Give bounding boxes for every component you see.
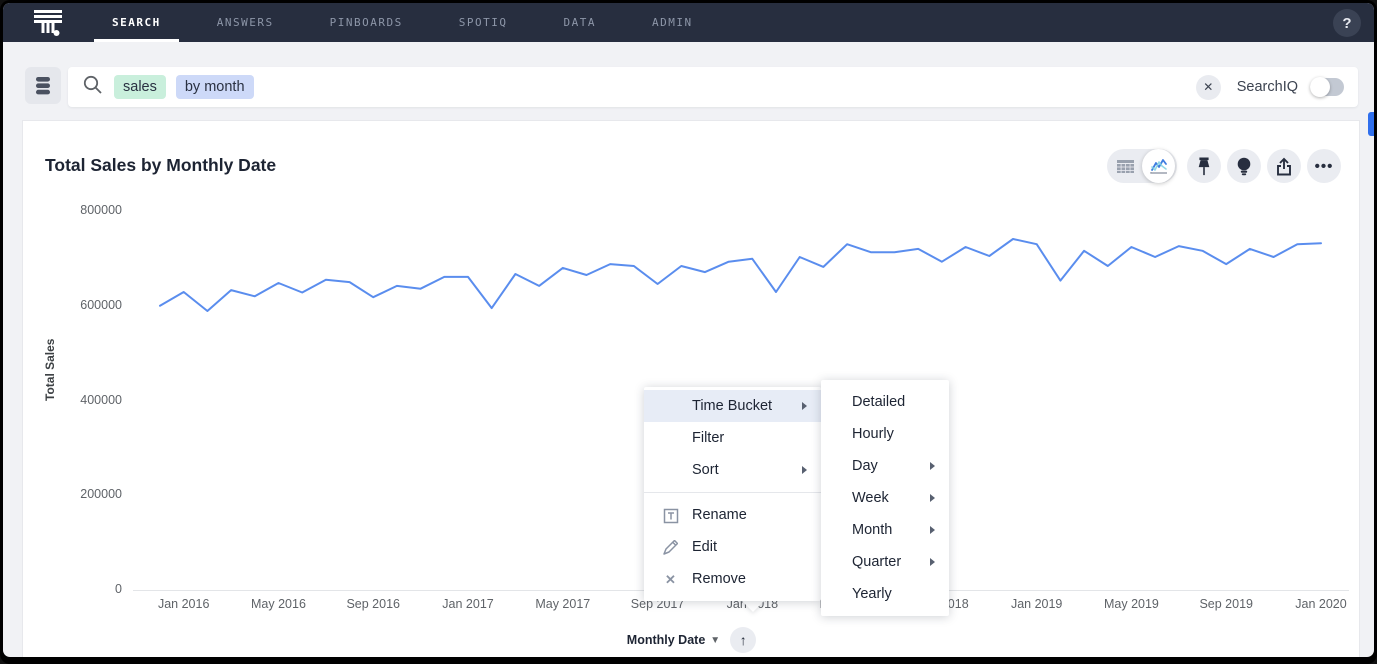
submenu-arrow-icon — [930, 526, 935, 534]
submenu-arrow-icon — [930, 462, 935, 470]
x-axis-column-label[interactable]: Monthly Date — [626, 633, 706, 647]
menu-item-remove[interactable]: ✕ Remove — [644, 563, 821, 595]
search-input[interactable]: sales by month ✕ SearchIQ — [68, 67, 1358, 107]
searchiq-label: SearchIQ — [1236, 79, 1298, 95]
pin-icon — [1198, 157, 1210, 175]
pin-button[interactable] — [1187, 149, 1221, 183]
tab-data[interactable]: DATA — [557, 3, 602, 42]
time-bucket-submenu: Detailed Hourly Day Week Month Quarter — [821, 380, 949, 616]
menu-item-label: Remove — [692, 571, 746, 587]
go-button-partial[interactable] — [1368, 112, 1374, 136]
rename-icon — [662, 507, 679, 524]
remove-icon: ✕ — [665, 571, 676, 587]
menu-item-label: Rename — [692, 507, 747, 523]
submenu-arrow-icon — [802, 466, 807, 474]
menu-item-time-bucket[interactable]: Time Bucket — [644, 390, 821, 422]
search-row: sales by month ✕ SearchIQ — [3, 42, 1374, 136]
searchiq-toggle[interactable] — [1310, 77, 1344, 97]
table-icon — [1117, 159, 1134, 173]
tab-spotiq[interactable]: SPOTIQ — [453, 3, 514, 42]
context-menu: Time Bucket Filter Sort Rename — [644, 387, 821, 601]
toggle-knob — [1310, 77, 1330, 97]
close-icon: ✕ — [1203, 80, 1214, 94]
menu-item-label: Time Bucket — [692, 398, 773, 414]
tab-data-label: DATA — [563, 16, 596, 29]
tab-admin[interactable]: ADMIN — [646, 3, 699, 42]
tab-answers[interactable]: ANSWERS — [211, 3, 280, 42]
menu-item-rename[interactable]: Rename — [644, 499, 821, 531]
menu-item-filter[interactable]: Filter — [644, 422, 821, 454]
submenu-item-quarter[interactable]: Quarter — [821, 546, 949, 578]
search-token-sales[interactable]: sales — [114, 75, 166, 99]
tab-pinboards[interactable]: PINBOARDS — [324, 3, 409, 42]
edit-icon — [662, 539, 679, 556]
tab-search[interactable]: SEARCH — [94, 3, 179, 42]
answer-title: Total Sales by Monthly Date — [45, 155, 277, 175]
submenu-item-hourly[interactable]: Hourly — [821, 418, 949, 450]
menu-item-label: Day — [852, 458, 878, 474]
chart-view-button[interactable] — [1142, 149, 1175, 183]
submenu-arrow-icon — [802, 402, 807, 410]
arrow-up-icon: ↑ — [739, 632, 747, 648]
menu-item-label: Week — [852, 490, 889, 506]
active-tab-indicator — [94, 39, 179, 42]
search-icon — [82, 74, 104, 101]
submenu-arrow-icon — [930, 494, 935, 502]
view-toggle — [1107, 149, 1177, 183]
menu-item-edit[interactable]: Edit — [644, 531, 821, 563]
thoughtspot-logo-icon[interactable] — [33, 9, 63, 37]
tab-search-label: SEARCH — [112, 16, 161, 29]
menu-item-label: Filter — [692, 430, 725, 446]
menu-item-label: Month — [852, 522, 893, 538]
context-menu-caret — [740, 599, 766, 612]
tab-spotiq-label: SPOTIQ — [458, 16, 508, 29]
table-view-button[interactable] — [1109, 149, 1142, 183]
search-bar-right: ✕ SearchIQ — [1195, 74, 1358, 100]
help-button[interactable]: ? — [1333, 9, 1361, 37]
share-icon — [1277, 157, 1291, 175]
menu-item-label: Yearly — [852, 586, 892, 602]
answer-toolbar: ••• — [1107, 149, 1341, 183]
x-axis-column-control: Monthly Date ▼ ↑ — [3, 627, 1374, 653]
nav-tabs: SEARCH ANSWERS PINBOARDS SPOTIQ DATA ADM… — [94, 3, 699, 42]
data-source-button[interactable] — [25, 67, 61, 104]
menu-item-sort[interactable]: Sort — [644, 454, 821, 486]
search-token-by-month[interactable]: by month — [175, 75, 254, 99]
submenu-arrow-icon — [930, 558, 935, 566]
menu-item-label: Sort — [692, 462, 719, 478]
question-mark-icon: ? — [1342, 14, 1352, 32]
tab-answers-label: ANSWERS — [216, 16, 274, 29]
tab-admin-label: ADMIN — [651, 16, 693, 29]
spotiq-insights-button[interactable] — [1227, 149, 1261, 183]
tab-pinboards-label: PINBOARDS — [329, 16, 403, 29]
ellipsis-icon: ••• — [1314, 157, 1334, 175]
menu-item-label: Detailed — [852, 394, 906, 410]
share-button[interactable] — [1267, 149, 1301, 183]
top-nav: SEARCH ANSWERS PINBOARDS SPOTIQ DATA ADM… — [3, 3, 1374, 42]
menu-item-label: Hourly — [852, 426, 894, 442]
axis-sort-button[interactable]: ↑ — [730, 627, 757, 653]
database-icon — [36, 76, 50, 94]
menu-item-label: Edit — [692, 539, 717, 555]
line-chart-icon — [1149, 159, 1167, 174]
lightbulb-icon — [1237, 157, 1251, 175]
submenu-item-month[interactable]: Month — [821, 514, 949, 546]
menu-item-label: Quarter — [852, 554, 902, 570]
submenu-item-day[interactable]: Day — [821, 450, 949, 482]
more-actions-button[interactable]: ••• — [1307, 149, 1341, 183]
submenu-item-detailed[interactable]: Detailed — [821, 386, 949, 418]
page: SEARCH ANSWERS PINBOARDS SPOTIQ DATA ADM… — [3, 3, 1374, 657]
submenu-item-yearly[interactable]: Yearly — [821, 578, 949, 610]
submenu-item-week[interactable]: Week — [821, 482, 949, 514]
clear-search-button[interactable]: ✕ — [1195, 74, 1221, 100]
chevron-down-icon[interactable]: ▼ — [710, 634, 721, 646]
menu-divider — [644, 492, 821, 493]
